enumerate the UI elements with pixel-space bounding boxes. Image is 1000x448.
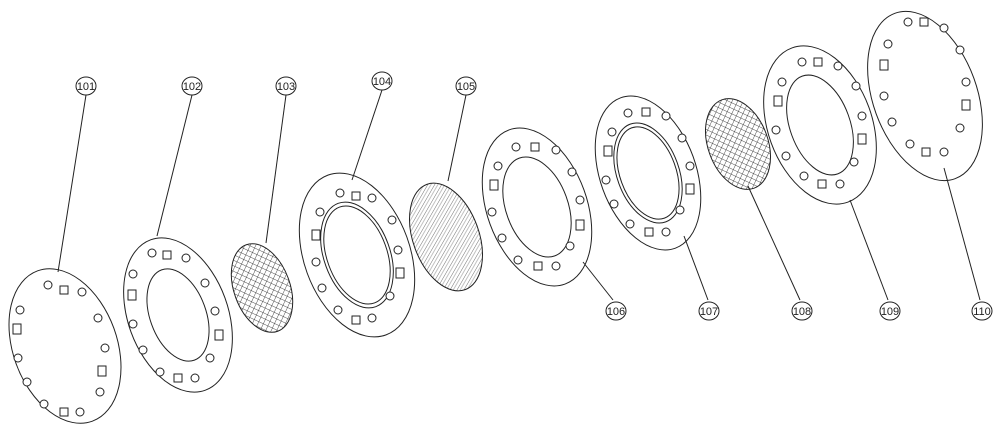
part-103-mesh-disc [230, 94, 294, 333]
part-110-end-plate [867, 10, 983, 301]
callout-107: 107 [698, 301, 720, 321]
callout-102: 102 [181, 76, 203, 96]
callout-108: 108 [791, 301, 813, 321]
part-107-ring [594, 95, 709, 301]
part-106-ring [481, 127, 614, 301]
callout-106: 106 [605, 301, 627, 321]
callout-label: 107 [700, 306, 718, 318]
part-109-ring [763, 45, 889, 301]
callout-104: 104 [371, 71, 393, 91]
part-105-hatched-disc [409, 94, 483, 292]
callout-label: 109 [881, 306, 899, 318]
part-104-ring [298, 89, 416, 338]
callout-label: 105 [457, 81, 475, 93]
callout-label: 103 [277, 81, 295, 93]
callout-110: 110 [971, 301, 993, 321]
part-101-end-plate [8, 94, 122, 424]
part-102-ring [123, 94, 233, 393]
callout-label: 106 [607, 306, 625, 318]
callout-label: 102 [183, 81, 201, 93]
callout-105: 105 [455, 76, 477, 96]
callout-label: 110 [973, 306, 991, 318]
callout-109: 109 [879, 301, 901, 321]
callout-label: 104 [373, 76, 391, 88]
part-108-mesh-disc [705, 98, 801, 301]
callout-label: 108 [793, 306, 811, 318]
callout-label: 101 [77, 81, 95, 93]
callout-101: 101 [75, 76, 97, 96]
callout-103: 103 [275, 76, 297, 96]
